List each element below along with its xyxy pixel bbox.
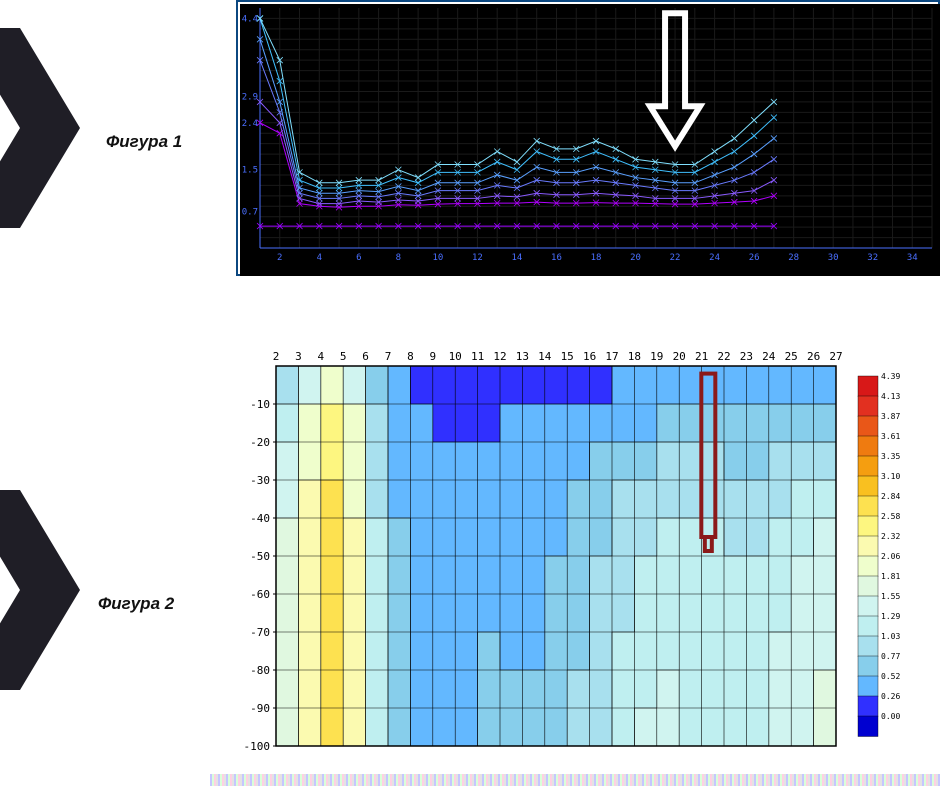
svg-text:24: 24 bbox=[762, 350, 776, 363]
svg-text:24: 24 bbox=[709, 253, 720, 263]
svg-text:26: 26 bbox=[807, 350, 820, 363]
svg-text:6: 6 bbox=[356, 253, 361, 263]
svg-text:-70: -70 bbox=[250, 626, 270, 639]
svg-text:-30: -30 bbox=[250, 474, 270, 487]
svg-text:23: 23 bbox=[740, 350, 753, 363]
svg-text:0.00: 0.00 bbox=[881, 712, 900, 721]
svg-text:-50: -50 bbox=[250, 550, 270, 563]
svg-text:13: 13 bbox=[516, 350, 529, 363]
svg-text:15: 15 bbox=[561, 350, 574, 363]
svg-text:1.29: 1.29 bbox=[881, 612, 900, 621]
svg-text:32: 32 bbox=[867, 253, 878, 263]
svg-text:4.39: 4.39 bbox=[881, 372, 900, 381]
svg-text:2.84: 2.84 bbox=[881, 492, 900, 501]
svg-text:4: 4 bbox=[317, 253, 322, 263]
svg-text:1.03: 1.03 bbox=[881, 632, 900, 641]
svg-text:28: 28 bbox=[788, 253, 799, 263]
figure-2-svg: 2345678910111213141516171819202122232425… bbox=[236, 344, 916, 764]
svg-text:-10: -10 bbox=[250, 398, 270, 411]
svg-text:1.5: 1.5 bbox=[242, 166, 258, 176]
svg-text:19: 19 bbox=[650, 350, 663, 363]
svg-text:30: 30 bbox=[828, 253, 839, 263]
svg-text:27: 27 bbox=[829, 350, 842, 363]
figure-2-heatmap: 2345678910111213141516171819202122232425… bbox=[236, 344, 916, 764]
svg-text:1.81: 1.81 bbox=[881, 572, 900, 581]
svg-text:22: 22 bbox=[670, 253, 681, 263]
figure-1-caption: Фигура 1 bbox=[106, 132, 182, 152]
svg-text:3: 3 bbox=[295, 350, 302, 363]
svg-text:11: 11 bbox=[471, 350, 484, 363]
svg-text:20: 20 bbox=[630, 253, 641, 263]
svg-text:12: 12 bbox=[472, 253, 483, 263]
svg-text:4.13: 4.13 bbox=[881, 392, 900, 401]
svg-text:18: 18 bbox=[591, 253, 602, 263]
svg-text:2: 2 bbox=[277, 253, 282, 263]
svg-text:3.61: 3.61 bbox=[881, 432, 900, 441]
svg-text:1.55: 1.55 bbox=[881, 592, 900, 601]
svg-text:3.10: 3.10 bbox=[881, 472, 900, 481]
svg-text:21: 21 bbox=[695, 350, 708, 363]
chevron-decoration-2 bbox=[0, 490, 80, 690]
svg-text:-80: -80 bbox=[250, 664, 270, 677]
svg-text:2.06: 2.06 bbox=[881, 552, 900, 561]
svg-text:-90: -90 bbox=[250, 702, 270, 715]
svg-text:0.26: 0.26 bbox=[881, 692, 900, 701]
svg-text:8: 8 bbox=[396, 253, 401, 263]
svg-text:10: 10 bbox=[432, 253, 443, 263]
svg-text:-60: -60 bbox=[250, 588, 270, 601]
svg-text:14: 14 bbox=[538, 350, 552, 363]
svg-text:0.77: 0.77 bbox=[881, 652, 900, 661]
svg-text:3.87: 3.87 bbox=[881, 412, 900, 421]
figure-1-svg: 0.71.52.42.94.42468101214161820222426283… bbox=[240, 4, 940, 276]
svg-text:-100: -100 bbox=[244, 740, 271, 753]
svg-text:4: 4 bbox=[317, 350, 324, 363]
svg-text:17: 17 bbox=[605, 350, 618, 363]
svg-text:20: 20 bbox=[673, 350, 686, 363]
decorative-noise-strip bbox=[210, 774, 940, 786]
figure-2-caption: Фигура 2 bbox=[98, 594, 174, 614]
svg-text:0.7: 0.7 bbox=[242, 207, 258, 217]
svg-text:2.9: 2.9 bbox=[242, 93, 258, 103]
svg-text:8: 8 bbox=[407, 350, 414, 363]
svg-text:12: 12 bbox=[493, 350, 506, 363]
svg-text:26: 26 bbox=[749, 253, 760, 263]
svg-text:22: 22 bbox=[717, 350, 730, 363]
svg-text:2.4: 2.4 bbox=[242, 119, 258, 129]
svg-text:4.4: 4.4 bbox=[242, 14, 258, 24]
svg-text:25: 25 bbox=[785, 350, 798, 363]
svg-text:18: 18 bbox=[628, 350, 641, 363]
svg-text:10: 10 bbox=[449, 350, 462, 363]
svg-text:-40: -40 bbox=[250, 512, 270, 525]
svg-text:2: 2 bbox=[273, 350, 280, 363]
svg-text:7: 7 bbox=[385, 350, 392, 363]
svg-text:5: 5 bbox=[340, 350, 347, 363]
chevron-decoration-1 bbox=[0, 28, 80, 228]
svg-text:6: 6 bbox=[362, 350, 369, 363]
svg-text:2.58: 2.58 bbox=[881, 512, 900, 521]
svg-text:2.32: 2.32 bbox=[881, 532, 900, 541]
figure-1-line-chart: 0.71.52.42.94.42468101214161820222426283… bbox=[236, 0, 940, 276]
svg-text:16: 16 bbox=[551, 253, 562, 263]
svg-text:16: 16 bbox=[583, 350, 596, 363]
svg-text:-20: -20 bbox=[250, 436, 270, 449]
svg-text:34: 34 bbox=[907, 253, 918, 263]
svg-text:3.35: 3.35 bbox=[881, 452, 900, 461]
svg-text:14: 14 bbox=[512, 253, 523, 263]
svg-text:9: 9 bbox=[429, 350, 436, 363]
svg-text:0.52: 0.52 bbox=[881, 672, 900, 681]
